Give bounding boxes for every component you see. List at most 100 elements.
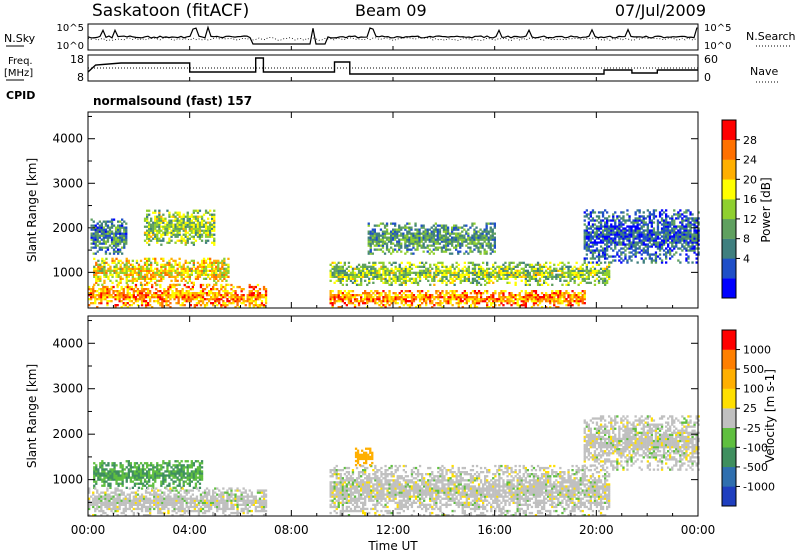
heatmap-cell xyxy=(339,267,342,270)
heatmap-cell xyxy=(638,251,641,254)
heatmap-cell xyxy=(90,238,93,241)
heatmap-cell xyxy=(516,275,519,278)
heatmap-cell xyxy=(459,244,462,247)
heatmap-cell xyxy=(329,298,332,301)
heatmap-cell xyxy=(347,296,351,299)
heatmap-cell xyxy=(102,288,105,291)
heatmap-cell xyxy=(146,235,149,238)
heatmap-cell xyxy=(367,240,370,243)
heatmap-cell xyxy=(100,300,103,303)
heatmap-cell xyxy=(604,271,607,274)
heatmap-cell xyxy=(595,263,599,266)
heatmap-cell xyxy=(142,296,146,299)
heatmap-cell xyxy=(459,269,462,272)
heatmap-cell xyxy=(461,238,464,241)
heatmap-cell xyxy=(337,265,340,268)
heatmap-cell xyxy=(561,269,564,272)
heatmap-cell xyxy=(398,292,401,295)
heatmap-cell xyxy=(230,296,233,299)
heatmap-cell xyxy=(634,221,637,224)
heatmap-cell xyxy=(526,273,529,276)
heatmap-cell xyxy=(105,480,108,483)
heatmap-cell xyxy=(138,290,142,293)
heatmap-cell xyxy=(223,269,226,272)
heatmap-cell xyxy=(196,273,200,276)
heatmap-cell xyxy=(406,244,409,247)
heatmap-cell xyxy=(386,273,389,276)
heatmap-cell xyxy=(687,261,690,264)
heatmap-cell xyxy=(373,224,376,227)
heatmap-cell xyxy=(638,229,641,232)
heatmap-cell xyxy=(204,209,208,212)
heatmap-cell xyxy=(622,243,625,246)
heatmap-cell xyxy=(644,217,647,220)
heatmap-cell xyxy=(691,219,694,222)
heatmap-cell xyxy=(489,238,492,241)
heatmap-cell xyxy=(518,261,521,264)
heatmap-cell xyxy=(451,263,454,266)
heatmap-cell xyxy=(211,227,214,230)
heatmap-cell xyxy=(593,241,597,244)
heatmap-cell xyxy=(169,285,172,289)
heatmap-cell xyxy=(459,234,462,237)
heatmap-cell xyxy=(362,265,365,268)
heatmap-cell xyxy=(136,298,140,301)
heatmap-cell xyxy=(351,302,355,305)
heatmap-cell xyxy=(583,215,586,218)
heatmap-cell xyxy=(252,288,255,291)
heatmap-cell xyxy=(431,294,434,297)
heatmap-cell xyxy=(489,234,492,237)
heatmap-cell xyxy=(500,290,503,293)
heatmap-cell xyxy=(606,257,609,260)
heatmap-cell xyxy=(387,248,391,251)
heatmap-cell xyxy=(211,273,214,276)
heatmap-cell xyxy=(486,304,489,307)
heatmap-cell xyxy=(162,239,165,242)
heatmap-cell xyxy=(160,263,163,266)
heatmap-cell xyxy=(150,229,153,232)
heatmap-cell xyxy=(595,235,599,238)
heatmap-cell xyxy=(154,225,157,228)
heatmap-cell xyxy=(158,279,161,282)
heatmap-cell xyxy=(369,240,372,243)
heatmap-cell xyxy=(113,267,116,270)
heatmap-cell xyxy=(349,294,353,297)
heatmap-cell xyxy=(357,283,361,286)
heatmap-cell xyxy=(436,242,439,245)
heatmap-cell xyxy=(362,302,365,305)
heatmap-cell xyxy=(697,253,700,256)
heatmap-cell xyxy=(189,294,192,297)
heatmap-cell xyxy=(148,243,151,246)
heatmap-cell xyxy=(169,294,172,297)
heatmap-cell xyxy=(665,217,668,220)
heatmap-cell xyxy=(341,279,344,282)
heatmap-cell xyxy=(658,257,662,260)
heatmap-cell xyxy=(455,277,458,280)
heatmap-cell xyxy=(412,279,416,282)
heatmap-cell xyxy=(557,306,560,309)
heatmap-cell xyxy=(353,271,357,274)
heatmap-cell xyxy=(101,271,104,274)
heatmap-cell xyxy=(355,300,359,303)
heatmap-cell xyxy=(618,243,621,246)
heatmap-cell xyxy=(166,223,169,226)
heatmap-cell xyxy=(687,243,690,246)
heatmap-cell xyxy=(634,231,637,234)
heatmap-cell xyxy=(345,304,348,307)
heatmap-cell xyxy=(483,252,486,255)
heatmap-cell xyxy=(335,269,338,272)
heatmap-cell xyxy=(333,294,336,297)
heatmap-cell xyxy=(414,224,417,227)
heatmap-cell xyxy=(103,480,106,483)
heatmap-cell xyxy=(123,226,126,229)
heatmap-cell xyxy=(408,244,411,247)
heatmap-cell xyxy=(646,225,649,228)
heatmap-cell xyxy=(160,217,163,220)
heatmap-cell xyxy=(506,281,509,284)
heatmap-cell xyxy=(204,221,208,224)
heatmap-cell xyxy=(122,302,125,305)
heatmap-cell xyxy=(567,283,570,286)
heatmap-cell xyxy=(491,232,494,235)
heatmap-cell xyxy=(97,470,100,473)
heatmap-cell xyxy=(385,228,389,231)
